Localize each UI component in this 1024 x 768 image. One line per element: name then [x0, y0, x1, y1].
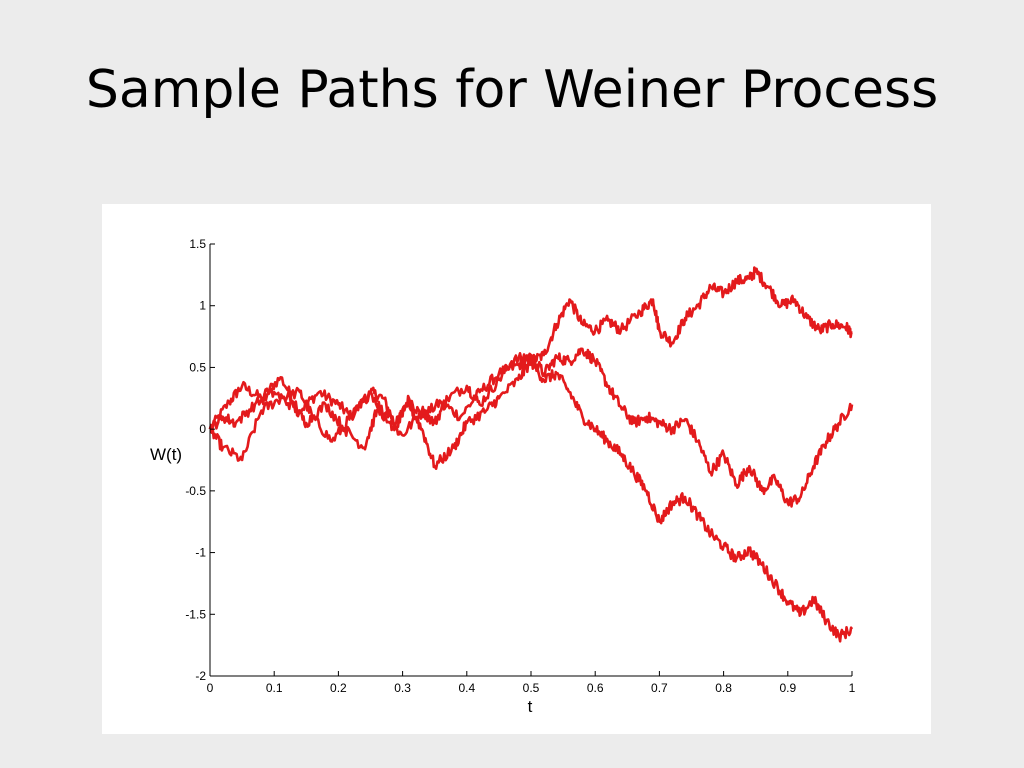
x-tick-label: 0.8	[715, 681, 732, 695]
chart-panel: 1.5 1 0.5 0 -0.5 -1 -1.5 -2 0 0.1 0.2 0.3 0.4 0.5 0.6…	[102, 204, 931, 734]
x-axis-label: t	[528, 697, 533, 716]
y-axis: 1.5 1 0.5 0 -0.5 -1 -1.5 -2	[185, 237, 215, 683]
x-tick-label: 0.1	[266, 681, 283, 695]
y-tick-label: 0.5	[189, 360, 206, 374]
series-path-1	[208, 266, 853, 430]
x-tick-label: 0.6	[587, 681, 604, 695]
y-tick-label: -1.5	[185, 607, 206, 621]
series-layer	[208, 266, 854, 643]
x-tick-label: 0.2	[330, 681, 347, 695]
line-chart: 1.5 1 0.5 0 -0.5 -1 -1.5 -2 0 0.1 0.2 0.3 0.4 0.5 0.6…	[150, 237, 856, 716]
y-axis-label: W(t)	[150, 445, 182, 464]
x-tick-label: 0	[207, 681, 214, 695]
x-axis: 0 0.1 0.2 0.3 0.4 0.5 0.6 0.7 0.8 0.9 1	[207, 671, 856, 695]
y-tick-label: -0.5	[185, 484, 206, 498]
y-tick-label: 1	[199, 299, 206, 313]
series-path-3	[208, 357, 854, 643]
x-tick-label: 0.9	[779, 681, 796, 695]
x-tick-label: 0.4	[458, 681, 475, 695]
series-path-2	[208, 347, 854, 508]
x-tick-label: 0.5	[523, 681, 540, 695]
slide-title: Sample Paths for Weiner Process	[85, 60, 939, 120]
y-tick-label: 1.5	[189, 237, 206, 251]
y-tick-label: 0	[199, 422, 206, 436]
x-tick-label: 1	[849, 681, 856, 695]
y-tick-label: -2	[195, 669, 206, 683]
x-tick-label: 0.7	[651, 681, 668, 695]
x-tick-label: 0.3	[394, 681, 411, 695]
y-tick-label: -1	[195, 546, 206, 560]
